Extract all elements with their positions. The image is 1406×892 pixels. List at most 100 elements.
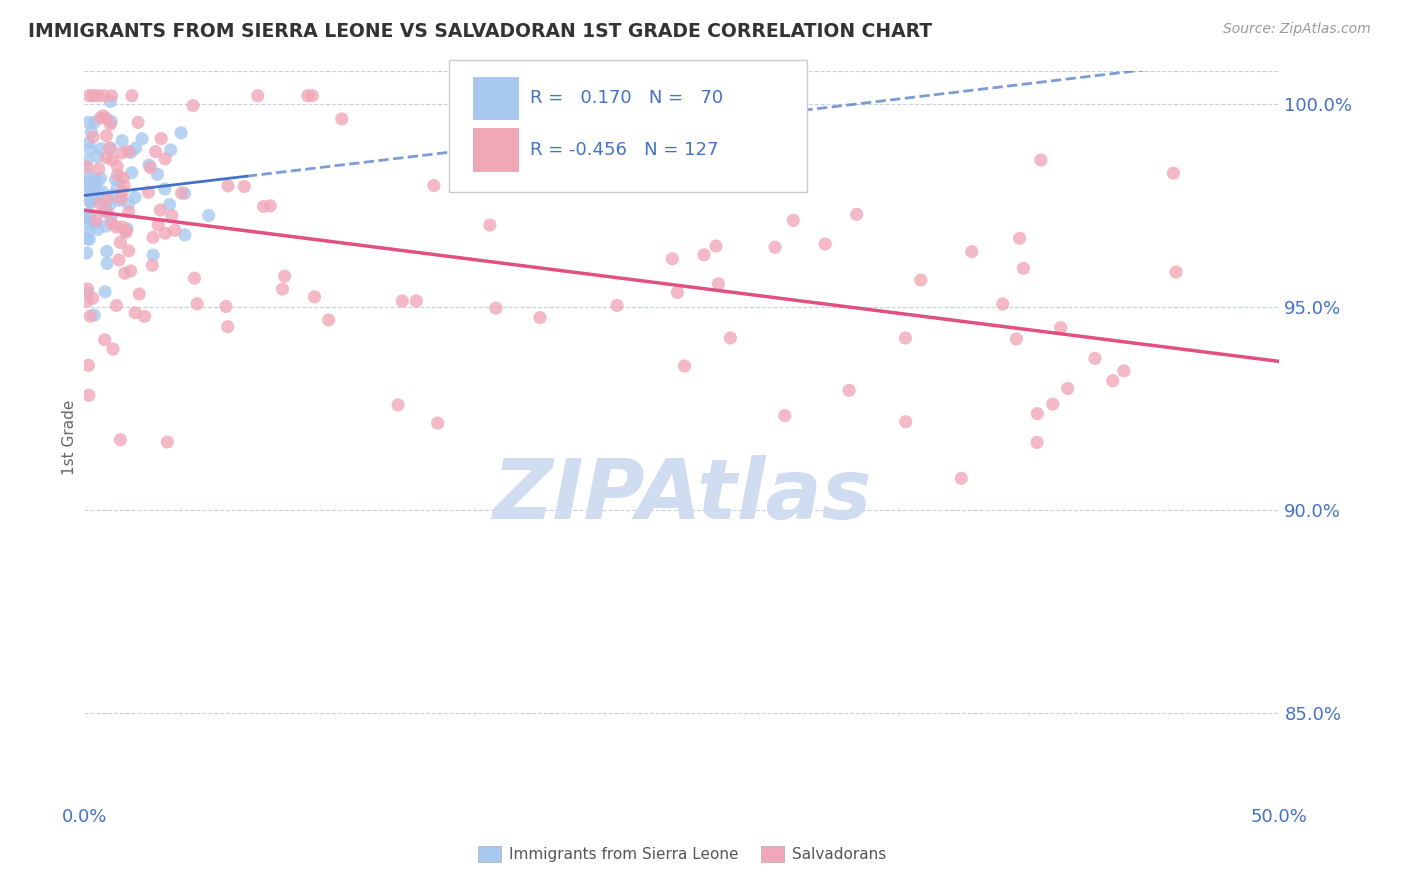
Point [138,158,160,172]
Point [111,185,134,199]
Point [707,277,730,291]
Point [94,219,117,234]
Point [77,226,100,240]
Point [159,143,181,157]
Point [117,197,139,211]
Point [693,248,716,262]
Point [330,112,353,126]
Point [79,217,101,231]
Point [181,98,204,112]
Point [139,161,162,175]
Point [76,153,98,168]
Point [90,184,112,198]
Point [101,153,124,167]
Point [100,95,122,109]
Point [112,178,135,193]
FancyBboxPatch shape [449,61,807,192]
Point [76,160,98,174]
Point [76,282,98,296]
Point [79,211,101,226]
Point [111,220,134,235]
Point [271,282,294,296]
Point [894,415,917,429]
Point [114,266,136,280]
Point [960,244,983,259]
Point [76,231,98,245]
Point [704,239,727,253]
Point [87,222,110,236]
Point [159,197,181,211]
Point [82,88,104,103]
Point [77,88,100,103]
Point [83,308,105,322]
Point [426,416,449,430]
Point [170,186,193,201]
Point [76,211,98,226]
Point [183,271,205,285]
Point [215,300,238,314]
Point [76,176,98,190]
Point [89,111,111,125]
Y-axis label: 1st Grade: 1st Grade [62,400,77,475]
Point [124,190,146,204]
Point [124,306,146,320]
Point [163,223,186,237]
Point [845,207,868,221]
Point [77,115,100,129]
Point [485,301,508,315]
Point [1026,407,1049,421]
Point [101,216,124,230]
Point [108,252,131,267]
Point [763,240,786,254]
Point [79,309,101,323]
Point [110,191,132,205]
Point [83,216,105,230]
Point [100,88,122,103]
Point [76,285,98,300]
Point [112,170,135,185]
Point [170,126,193,140]
Point [82,130,104,145]
Point [100,188,122,202]
Point [1029,153,1052,167]
Point [148,218,170,232]
Point [149,202,172,217]
Point [82,176,104,190]
Point [84,190,107,204]
Point [387,398,409,412]
Point [86,149,108,163]
Point [96,151,118,165]
Point [76,246,98,260]
Point [838,384,860,398]
Point [910,273,932,287]
Point [100,141,122,155]
Point [110,235,132,250]
Point [110,433,132,447]
Point [87,161,110,176]
Point [173,186,195,201]
Point [87,88,110,103]
FancyBboxPatch shape [472,128,519,171]
Point [105,220,128,235]
Point [101,342,124,356]
Point [96,128,118,143]
Point [117,145,139,159]
Point [155,226,177,240]
Point [76,175,98,189]
Point [1049,320,1071,334]
Point [173,227,195,242]
Point [814,237,837,252]
Point [84,191,107,205]
Point [76,179,98,194]
Point [120,145,142,160]
Point [1084,351,1107,366]
Point [233,179,256,194]
Point [107,168,129,182]
Point [98,197,121,211]
Point [96,244,118,259]
Point [1042,397,1064,411]
Point [111,134,134,148]
Point [77,388,100,402]
Point [115,222,138,236]
Point [94,285,117,299]
